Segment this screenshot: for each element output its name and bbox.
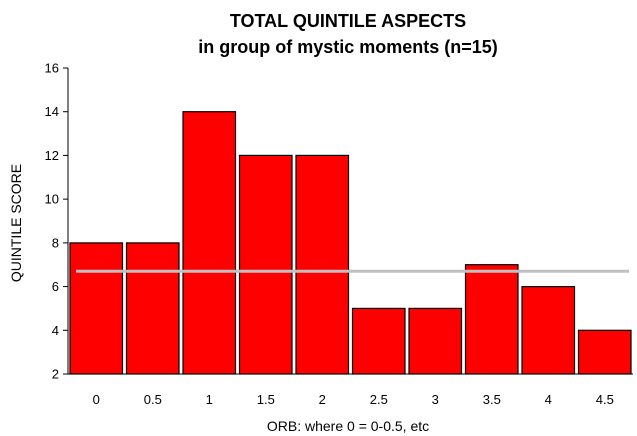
- x-tick-label-4: 4: [545, 392, 552, 407]
- bar-3.5: [464, 264, 519, 375]
- x-tick-label-1: 1: [206, 392, 213, 407]
- axes-group: [67, 68, 633, 375]
- chart-subtitle: in group of mystic moments (n=15): [198, 37, 498, 57]
- x-tick-label-1.5: 1.5: [257, 392, 275, 407]
- y-tick-label-8: 8: [52, 235, 59, 250]
- y-tick-label-16: 16: [45, 61, 59, 76]
- bar-1: [182, 111, 237, 375]
- x-tick-label-0.5: 0.5: [144, 392, 162, 407]
- y-ticks-group: 2 4 6 8 10 12 14 16: [45, 61, 68, 382]
- bar-2: [295, 154, 350, 375]
- bar-0.5: [125, 242, 180, 375]
- x-tick-label-3: 3: [432, 392, 439, 407]
- x-axis-label: ORB: where 0 = 0-0.5, etc: [267, 418, 429, 434]
- bar-3: [408, 307, 463, 375]
- x-tick-label-4.5: 4.5: [596, 392, 614, 407]
- x-tick-label-2: 2: [319, 392, 326, 407]
- chart-title: TOTAL QUINTILE ASPECTS: [230, 11, 466, 31]
- x-tick-label-0: 0: [93, 392, 100, 407]
- y-axis-label: QUINTILE SCORE: [8, 164, 24, 282]
- y-tick-label-14: 14: [45, 104, 59, 119]
- y-tick-label-10: 10: [45, 192, 59, 207]
- bar-4: [521, 286, 576, 375]
- bar-0: [69, 242, 124, 375]
- x-tick-label-3.5: 3.5: [483, 392, 501, 407]
- y-tick-label-6: 6: [52, 279, 59, 294]
- x-ticks-group: 0 0.5 1 1.5 2 2.5 3 3.5 4 4.5: [93, 392, 614, 407]
- y-tick-label-4: 4: [52, 323, 59, 338]
- y-tick-label-2: 2: [52, 367, 59, 382]
- bars-group: [69, 111, 632, 375]
- bar-2.5: [351, 307, 406, 375]
- y-tick-label-12: 12: [45, 148, 59, 163]
- x-tick-label-2.5: 2.5: [370, 392, 388, 407]
- bar-4.5: [577, 329, 632, 375]
- bar-1.5: [238, 154, 293, 375]
